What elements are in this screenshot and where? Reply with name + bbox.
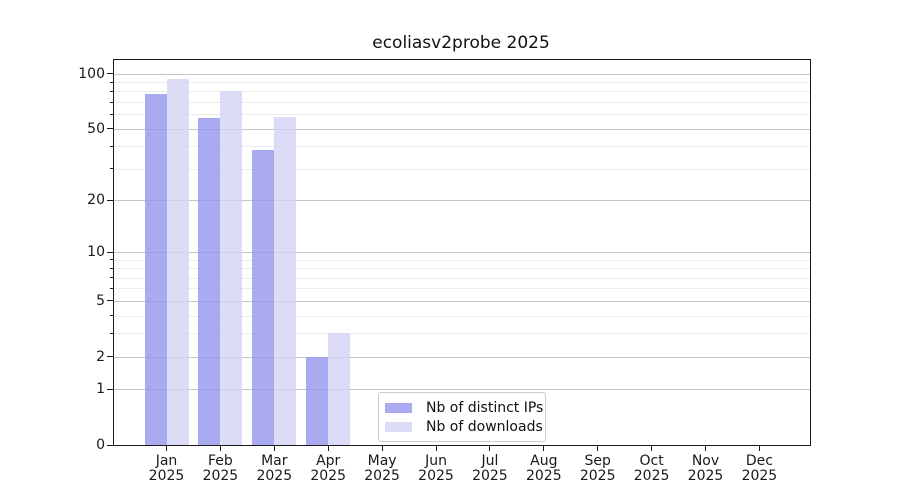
y-minor-tick: [110, 315, 113, 317]
x-tick: [381, 445, 383, 451]
x-tick: [273, 445, 275, 451]
x-tick-label: Apr 2025: [310, 453, 346, 484]
legend-swatch-downloads-icon: [385, 421, 412, 432]
x-tick: [705, 445, 706, 451]
y-tick: [107, 73, 113, 75]
x-tick-label: Oct 2025: [633, 453, 670, 484]
y-major-gridline: [114, 252, 810, 254]
y-tick-label: 20: [87, 192, 105, 209]
x-tick: [219, 445, 221, 451]
y-major-gridline: [114, 300, 810, 302]
x-tick-label: Mar 2025: [256, 453, 293, 484]
y-major-gridline: [114, 356, 810, 358]
y-minor-gridline: [114, 315, 810, 317]
x-tick: [543, 445, 545, 451]
y-minor-gridline: [114, 277, 810, 279]
y-tick: [107, 199, 113, 201]
x-tick-label: Jul 2025: [472, 453, 508, 484]
y-major-gridline: [114, 200, 810, 202]
y-minor-tick: [110, 113, 113, 115]
y-minor-gridline: [114, 168, 810, 170]
y-minor-gridline: [114, 91, 810, 93]
x-tick: [597, 445, 599, 451]
y-minor-gridline: [114, 82, 810, 84]
y-minor-gridline: [114, 333, 810, 335]
legend-label-distinct-ips: Nb of distinct IPs: [426, 399, 544, 416]
x-tick: [435, 445, 437, 451]
bar-distinct-ips-feb: [198, 118, 221, 445]
y-tick-label: 100: [78, 65, 105, 82]
y-minor-tick: [110, 259, 113, 261]
y-minor-tick: [110, 90, 113, 92]
y-tick: [107, 251, 113, 253]
plot-area: Nb of distinct IPs Nb of downloads 0 1 2 5 1…: [78, 59, 811, 484]
bar-downloads-apr: [328, 333, 351, 445]
x-tick: [758, 445, 760, 451]
legend-swatch-distinct-ips-icon: [385, 402, 412, 413]
x-tick: [327, 445, 329, 451]
bar-downloads-feb: [220, 91, 243, 445]
y-minor-tick: [110, 168, 113, 170]
y-minor-gridline: [114, 146, 810, 148]
bar-distinct-ips-mar: [252, 150, 275, 445]
x-tick-label: Feb 2025: [202, 453, 239, 484]
x-tick-label: Aug 2025: [525, 453, 562, 484]
y-minor-tick: [110, 101, 113, 103]
y-tick-label: 2: [96, 348, 105, 365]
y-tick-label: 5: [96, 292, 105, 309]
x-tick: [166, 445, 167, 451]
bar-distinct-ips-apr: [306, 356, 329, 445]
x-tick: [651, 445, 653, 451]
y-minor-gridline: [114, 259, 810, 261]
y-major-gridline: [114, 128, 810, 130]
y-minor-gridline: [114, 268, 810, 270]
x-tick-label: Jun 2025: [418, 453, 454, 484]
y-major-gridline: [114, 389, 810, 391]
chart-title: ecoliasv2probe 2025: [372, 33, 550, 53]
y-tick: [107, 388, 113, 390]
bar-downloads-mar: [274, 116, 297, 445]
x-tick-label: Sep 2025: [579, 453, 616, 484]
y-minor-tick: [110, 332, 113, 334]
y-tick-label: 50: [87, 120, 105, 137]
y-minor-gridline: [114, 114, 810, 116]
y-minor-gridline: [114, 102, 810, 104]
y-minor-tick: [110, 81, 113, 83]
y-tick: [107, 444, 113, 446]
y-minor-tick: [110, 267, 113, 269]
x-tick-label: Dec 2025: [741, 453, 778, 484]
legend-item-distinct-ips: Nb of distinct IPs: [385, 398, 543, 417]
y-minor-tick: [110, 287, 113, 289]
x-tick-label: May 2025: [364, 453, 400, 484]
y-minor-gridline: [114, 288, 810, 290]
x-tick-label: Jan 2025: [148, 453, 185, 484]
y-tick-label: 10: [87, 244, 105, 261]
legend-label-downloads: Nb of downloads: [426, 418, 543, 435]
x-tick: [489, 445, 491, 451]
y-minor-tick: [110, 277, 113, 279]
y-tick: [107, 356, 113, 358]
y-minor-tick: [110, 145, 113, 147]
legend: Nb of distinct IPs Nb of downloads: [378, 392, 546, 442]
y-tick: [107, 300, 113, 302]
y-major-gridline: [114, 73, 810, 75]
legend-item-downloads: Nb of downloads: [385, 417, 543, 436]
x-tick-label: Nov 2025: [687, 453, 724, 484]
y-tick: [107, 128, 113, 130]
y-tick-label: 0: [96, 437, 105, 453]
bar-distinct-ips-jan: [144, 94, 167, 445]
bar-downloads-jan: [166, 78, 189, 445]
y-tick-label: 1: [96, 381, 105, 398]
